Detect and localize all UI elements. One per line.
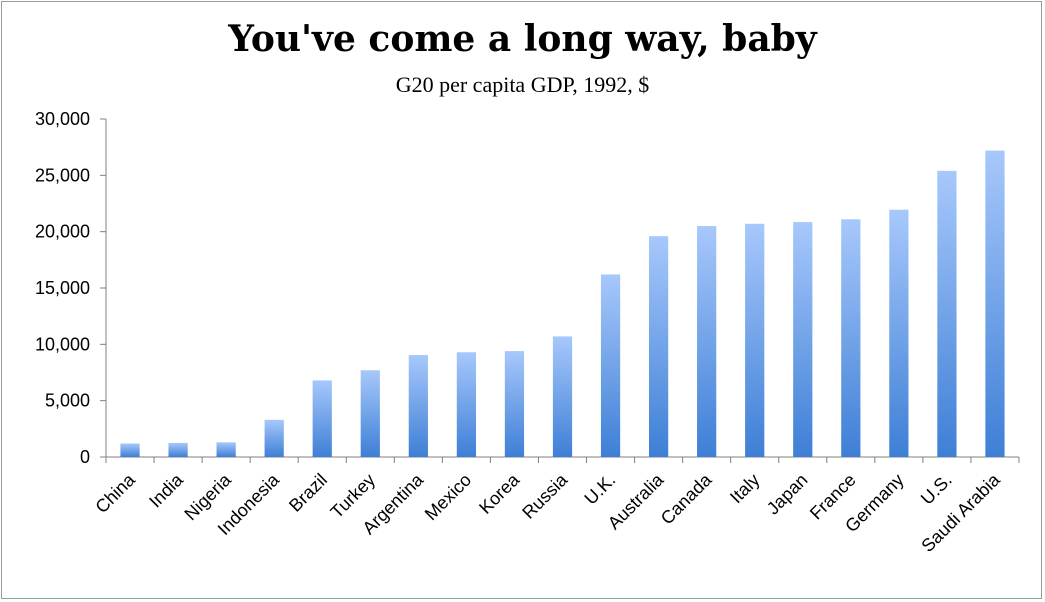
x-tick-label: Russia: [518, 469, 572, 523]
bar-u-s: [937, 170, 957, 457]
bar-china: [120, 443, 140, 457]
x-tick-label: China: [91, 469, 139, 517]
bar-brazil: [312, 380, 332, 457]
bar-u-k: [600, 274, 621, 457]
x-tick-label: India: [145, 469, 187, 511]
y-tick-label: 30,000: [35, 109, 90, 129]
bar-korea: [504, 351, 525, 457]
bar-nigeria: [216, 442, 236, 457]
x-tick-label: Mexico: [421, 470, 475, 524]
bar-australia: [648, 236, 669, 457]
x-tick-label: Canada: [657, 469, 716, 528]
bar-germany: [889, 209, 909, 457]
bar-canada: [697, 226, 717, 457]
y-tick-label: 20,000: [35, 222, 90, 242]
x-tick-label: Korea: [475, 469, 524, 518]
y-tick-label: 10,000: [35, 334, 90, 354]
y-tick-label: 5,000: [45, 391, 90, 411]
x-tick-label: U.K.: [580, 470, 619, 509]
bar-mexico: [456, 352, 477, 457]
chart-title: You've come a long way, baby: [228, 18, 817, 60]
chart-subtitle: G20 per capita GDP, 1992, $: [395, 72, 650, 97]
x-tick-label: Italy: [726, 470, 763, 507]
x-tick-label: Brazil: [285, 470, 331, 516]
bar-italy: [745, 223, 765, 457]
bar-japan: [793, 222, 813, 457]
bar-russia: [552, 336, 573, 457]
bar-argentina: [408, 355, 428, 457]
bar-turkey: [360, 370, 380, 457]
bar-saudi-arabia: [985, 150, 1005, 457]
y-axis: 0 5,000 10,000 15,000 20,000 25,000 30,000: [35, 109, 107, 467]
x-tick-label: U.S.: [917, 470, 956, 509]
bar-indonesia: [264, 419, 284, 457]
y-tick-label: 0: [80, 447, 90, 467]
y-tick-label: 25,000: [35, 165, 90, 185]
x-tick-label: Japan: [763, 470, 812, 519]
bar-india: [168, 442, 188, 457]
bar-france: [841, 219, 861, 457]
y-tick-label: 15,000: [35, 278, 90, 298]
bars: [120, 150, 1005, 457]
